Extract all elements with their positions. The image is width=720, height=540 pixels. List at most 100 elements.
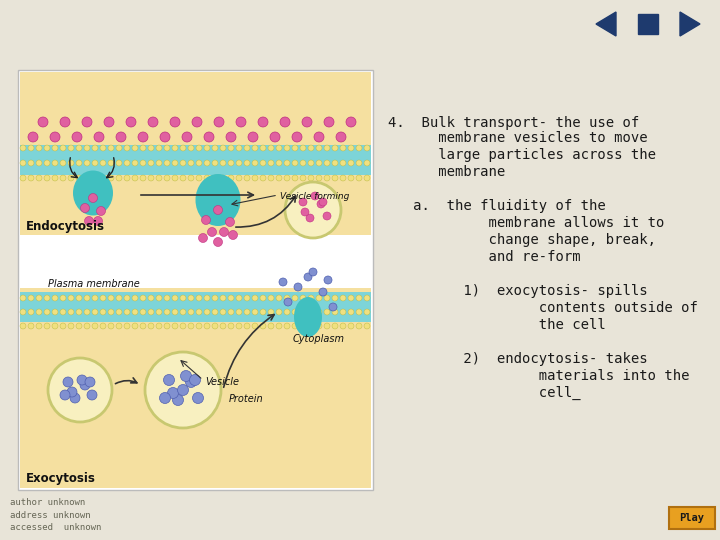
Circle shape xyxy=(364,145,370,151)
Circle shape xyxy=(280,117,290,127)
Circle shape xyxy=(132,160,138,166)
Circle shape xyxy=(100,175,106,181)
Bar xyxy=(638,14,658,34)
Circle shape xyxy=(124,309,130,315)
Circle shape xyxy=(126,117,136,127)
Circle shape xyxy=(332,160,338,166)
Circle shape xyxy=(308,175,314,181)
Circle shape xyxy=(44,323,50,329)
Circle shape xyxy=(192,117,202,127)
Circle shape xyxy=(156,145,162,151)
Circle shape xyxy=(28,309,34,315)
Circle shape xyxy=(356,309,362,315)
Circle shape xyxy=(68,323,74,329)
Circle shape xyxy=(20,323,26,329)
Circle shape xyxy=(132,175,138,181)
Circle shape xyxy=(36,295,42,301)
Ellipse shape xyxy=(73,171,113,215)
Circle shape xyxy=(96,206,106,215)
Circle shape xyxy=(301,208,309,216)
Text: materials into the: materials into the xyxy=(388,369,690,383)
Circle shape xyxy=(212,309,218,315)
Circle shape xyxy=(306,214,314,222)
Circle shape xyxy=(220,295,226,301)
Circle shape xyxy=(48,358,112,422)
Circle shape xyxy=(180,295,186,301)
Circle shape xyxy=(108,145,114,151)
Circle shape xyxy=(84,309,90,315)
Circle shape xyxy=(104,117,114,127)
Circle shape xyxy=(132,309,138,315)
Circle shape xyxy=(236,117,246,127)
Circle shape xyxy=(236,145,242,151)
Circle shape xyxy=(84,295,90,301)
Circle shape xyxy=(92,145,98,151)
Circle shape xyxy=(228,145,234,151)
Circle shape xyxy=(196,323,202,329)
Circle shape xyxy=(204,323,210,329)
Circle shape xyxy=(302,117,312,127)
Circle shape xyxy=(324,309,330,315)
Circle shape xyxy=(228,323,234,329)
Circle shape xyxy=(188,175,194,181)
Circle shape xyxy=(180,309,186,315)
Circle shape xyxy=(284,175,290,181)
Circle shape xyxy=(356,295,362,301)
Circle shape xyxy=(160,132,170,142)
Circle shape xyxy=(308,309,314,315)
Circle shape xyxy=(164,295,170,301)
Circle shape xyxy=(212,160,218,166)
Circle shape xyxy=(172,175,178,181)
Circle shape xyxy=(276,323,282,329)
Circle shape xyxy=(28,295,34,301)
Text: membrane: membrane xyxy=(388,165,505,179)
Circle shape xyxy=(207,227,217,237)
Circle shape xyxy=(89,193,97,202)
Circle shape xyxy=(188,160,194,166)
Circle shape xyxy=(356,145,362,151)
Circle shape xyxy=(348,160,354,166)
Circle shape xyxy=(44,160,50,166)
Circle shape xyxy=(68,145,74,151)
Circle shape xyxy=(356,160,362,166)
Circle shape xyxy=(92,175,98,181)
Circle shape xyxy=(163,375,174,386)
Text: Endocytosis: Endocytosis xyxy=(26,220,105,233)
Circle shape xyxy=(60,117,70,127)
Text: large particles across the: large particles across the xyxy=(388,148,656,162)
Circle shape xyxy=(92,309,98,315)
Circle shape xyxy=(316,145,322,151)
Circle shape xyxy=(188,145,194,151)
Circle shape xyxy=(160,393,171,403)
Circle shape xyxy=(173,395,184,406)
Text: contents outside of: contents outside of xyxy=(388,301,698,315)
Circle shape xyxy=(72,132,82,142)
Circle shape xyxy=(284,160,290,166)
Circle shape xyxy=(202,215,210,225)
Circle shape xyxy=(84,323,90,329)
Text: Vesicle forming: Vesicle forming xyxy=(280,192,349,201)
Circle shape xyxy=(252,323,258,329)
Circle shape xyxy=(156,175,162,181)
Circle shape xyxy=(228,309,234,315)
Circle shape xyxy=(164,160,170,166)
Circle shape xyxy=(180,175,186,181)
Circle shape xyxy=(168,388,179,399)
Circle shape xyxy=(348,295,354,301)
Circle shape xyxy=(108,295,114,301)
Circle shape xyxy=(292,309,298,315)
Circle shape xyxy=(36,160,42,166)
Circle shape xyxy=(178,384,189,395)
Circle shape xyxy=(44,295,50,301)
Circle shape xyxy=(52,295,58,301)
Circle shape xyxy=(170,117,180,127)
Circle shape xyxy=(228,175,234,181)
Circle shape xyxy=(116,160,122,166)
Text: membrane vesicles to move: membrane vesicles to move xyxy=(388,131,647,145)
Circle shape xyxy=(214,238,222,246)
Circle shape xyxy=(116,175,122,181)
Circle shape xyxy=(116,309,122,315)
Text: and re-form: and re-form xyxy=(388,250,580,264)
Circle shape xyxy=(28,132,38,142)
Circle shape xyxy=(252,175,258,181)
